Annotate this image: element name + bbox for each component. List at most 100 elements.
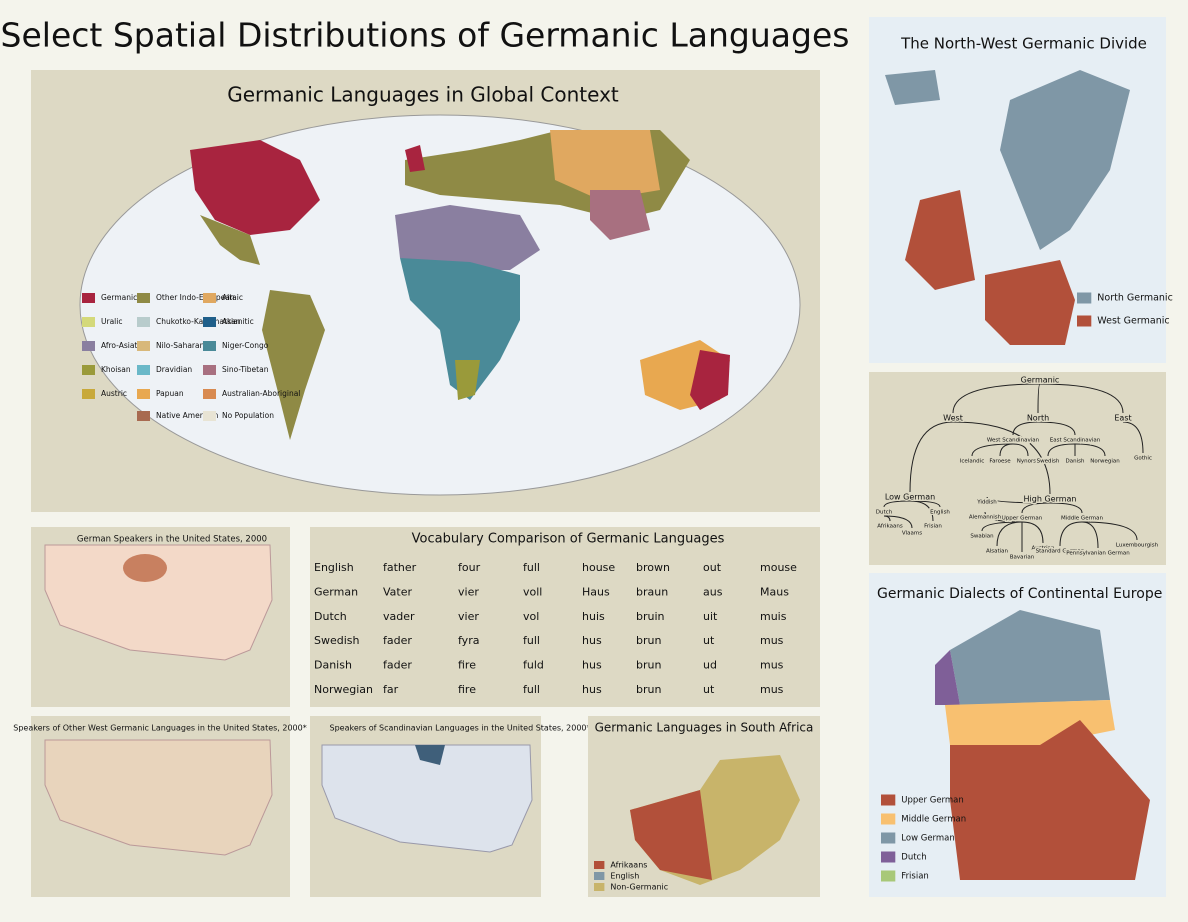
tree-node: West bbox=[943, 414, 963, 423]
vocab-cell: fader bbox=[383, 659, 412, 672]
vocab-cell: far bbox=[383, 683, 399, 696]
tree-edge bbox=[1012, 443, 1029, 457]
legend-label: Altaic bbox=[222, 293, 243, 302]
vocab-cell: brun bbox=[636, 659, 661, 672]
legend-swatch bbox=[203, 365, 216, 375]
legend-label: English bbox=[610, 872, 639, 881]
tree-node: Bavarian bbox=[1010, 555, 1035, 561]
vocab-cell: brun bbox=[636, 634, 661, 647]
map-title: Speakers of Scandinavian Languages in th… bbox=[329, 724, 590, 733]
legend-label: Khoisan bbox=[101, 365, 131, 374]
map-area bbox=[415, 745, 445, 765]
vocab-cell: four bbox=[458, 561, 481, 574]
legend-label: Sino-Tibetan bbox=[222, 365, 269, 374]
world-land bbox=[190, 130, 730, 440]
vocab-panel bbox=[310, 527, 820, 707]
dialect-legend: Upper German Middle German Low German Dutch… bbox=[881, 794, 966, 882]
legend-swatch bbox=[1077, 292, 1092, 304]
vocab-cell: muis bbox=[760, 610, 787, 623]
legend-swatch bbox=[881, 813, 896, 825]
legend-label: Afro-Asiatic bbox=[101, 341, 144, 350]
tree-node: Pennsylvanian German bbox=[1066, 551, 1130, 557]
vocab-cell: ud bbox=[703, 659, 717, 672]
vocab-cell: ut bbox=[703, 683, 715, 696]
vocab-cell: vader bbox=[383, 610, 415, 623]
legend-label: West Germanic bbox=[1097, 316, 1169, 327]
vocab-cell: Dutch bbox=[314, 610, 347, 623]
tree-edge bbox=[1021, 502, 1051, 514]
tree-node: Germanic bbox=[1021, 376, 1060, 385]
legend-label: Australian-Aboriginal bbox=[222, 389, 300, 398]
map-area bbox=[935, 650, 960, 705]
tree-node: Yiddish bbox=[976, 500, 997, 506]
tree-node: English bbox=[930, 510, 950, 516]
legend-swatch bbox=[881, 794, 896, 806]
tree-node: Low German bbox=[885, 493, 935, 502]
tree-node: High German bbox=[1024, 495, 1077, 504]
map-title: Speakers of Other West Germanic Language… bbox=[13, 724, 307, 733]
sa-title: Germanic Languages in South Africa bbox=[595, 721, 814, 735]
vocab-table: English father four full house brown out mouse G… bbox=[314, 561, 797, 696]
tree-node: West Scandinavian bbox=[987, 438, 1040, 444]
legend-label: Uralic bbox=[101, 317, 122, 326]
legend-label: Low German bbox=[901, 834, 954, 844]
tree-node: Dutch bbox=[876, 510, 893, 516]
legend-label: Austric bbox=[101, 389, 127, 398]
nw-title: The North-West Germanic Divide bbox=[900, 35, 1147, 53]
global-title: Germanic Languages in Global Context bbox=[227, 83, 619, 107]
map-area bbox=[885, 70, 940, 105]
vocab-cell: mouse bbox=[760, 561, 797, 574]
sa-legend: Afrikaans English Non-Germanic bbox=[594, 861, 668, 892]
vocab-cell: vier bbox=[458, 585, 479, 598]
vocab-cell: out bbox=[703, 561, 722, 574]
tree-node: Alemannish bbox=[969, 515, 1002, 521]
legend-label: Germanic bbox=[101, 293, 137, 302]
vocab-cell: huis bbox=[582, 610, 605, 623]
vocab-cell: bruin bbox=[636, 610, 665, 623]
tree-edge bbox=[1037, 383, 1041, 414]
legend-label: Afrikaans bbox=[610, 861, 647, 870]
map-area bbox=[630, 790, 712, 880]
tree-edge bbox=[1074, 443, 1106, 457]
tree-edge bbox=[971, 443, 1014, 457]
map-area bbox=[950, 720, 1150, 880]
vocab-cell: fuld bbox=[523, 659, 544, 672]
legend-swatch bbox=[137, 317, 150, 327]
language-tree: Germanic West North East West Scandinavian Ea… bbox=[874, 374, 1160, 562]
tree-node: Austrian bbox=[1032, 546, 1055, 552]
vocab-cell: fire bbox=[458, 659, 476, 672]
legend-swatch bbox=[203, 317, 216, 327]
vocab-cell: braun bbox=[636, 585, 668, 598]
map-area bbox=[1000, 70, 1130, 250]
vocab-cell: Maus bbox=[760, 585, 789, 598]
vocab-cell: voll bbox=[523, 585, 542, 598]
tree-node: Gothic bbox=[1134, 456, 1152, 462]
vocab-cell: house bbox=[582, 561, 615, 574]
legend-label: Upper German bbox=[901, 796, 963, 806]
legend-swatch bbox=[82, 365, 95, 375]
tree-edge bbox=[1049, 502, 1083, 514]
legend-swatch bbox=[881, 832, 896, 844]
tree-edge bbox=[883, 500, 911, 508]
tree-edge bbox=[1039, 383, 1124, 414]
vocab-cell: brown bbox=[636, 561, 670, 574]
global-legend: Germanic Uralic Afro-Asiatic Khoisan Austric… bbox=[82, 293, 300, 421]
us-map bbox=[44, 544, 273, 661]
legend-label: Middle German bbox=[901, 815, 966, 825]
tree-edge bbox=[952, 421, 1051, 495]
vocab-cell: Haus bbox=[582, 585, 610, 598]
legend-swatch bbox=[594, 872, 605, 880]
poster-title: Select Spatial Distributions of Germanic… bbox=[1, 16, 850, 55]
vocab-cell: aus bbox=[703, 585, 723, 598]
legend-swatch bbox=[137, 411, 150, 421]
vocab-cell: Swedish bbox=[314, 634, 360, 647]
vocab-cell: German bbox=[314, 585, 358, 598]
tree-node: Swedish bbox=[1037, 459, 1060, 465]
legend-label: Non-Germanic bbox=[610, 883, 668, 892]
us-map bbox=[44, 739, 273, 856]
legend-label: Niger-Congo bbox=[222, 341, 269, 350]
tree-node: Danish bbox=[1066, 459, 1085, 465]
tree-node: Nynorsk bbox=[1017, 459, 1040, 465]
